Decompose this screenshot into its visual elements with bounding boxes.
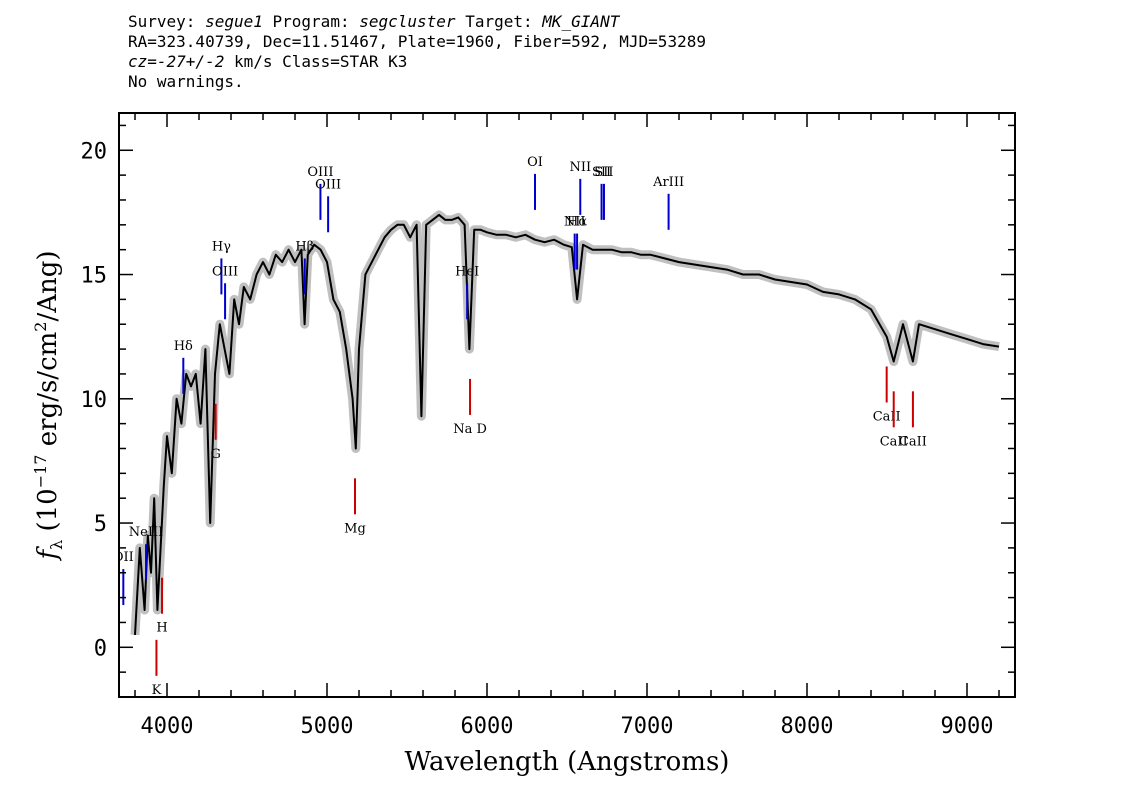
- line-label: G: [210, 447, 220, 462]
- line-label: NeIII: [129, 525, 163, 540]
- axis-ticks: 4000 5000 6000 7000 8000 9000 0 5 10 15 20: [81, 113, 1015, 739]
- line-label: Hγ: [212, 239, 231, 254]
- line-label: OIII: [307, 165, 333, 180]
- x-tick-label: 7000: [621, 714, 674, 739]
- survey-name: segue1: [205, 12, 263, 31]
- y-tick-label: 15: [81, 264, 108, 289]
- x-tick-label: 5000: [301, 714, 354, 739]
- line-label: HeI: [455, 264, 479, 279]
- line-label: Hδ: [174, 339, 193, 354]
- line-label: SII: [594, 165, 613, 180]
- line-label: Mg: [344, 521, 366, 536]
- flux-series: [134, 213, 1000, 635]
- redshift-value: cz=-27+/-2: [128, 52, 225, 71]
- line-label: CaII: [873, 409, 901, 424]
- line-label: SII: [592, 165, 611, 180]
- line-label: OIII: [212, 264, 238, 279]
- header-line-target: Survey: segue1 Program: segcluster Targe…: [128, 12, 620, 31]
- line-label: Hα: [567, 215, 587, 230]
- x-tick-label: 9000: [941, 714, 994, 739]
- x-tick-label: 4000: [141, 714, 194, 739]
- target-name: MK_GIANT: [542, 12, 620, 31]
- line-label: Na D: [453, 422, 487, 437]
- line-label: OII: [113, 550, 134, 565]
- y-tick-label: 5: [94, 512, 107, 537]
- line-label: NII: [569, 160, 591, 175]
- header-line-redshift: cz=-27+/-2 km/s Class=STAR K3: [128, 52, 408, 71]
- line-label: CaII: [899, 434, 927, 449]
- x-axis-title: Wavelength (Angstroms): [405, 747, 730, 777]
- header-line-coordinates: RA=323.40739, Dec=11.51467, Plate=1960, …: [128, 32, 706, 51]
- line-label: K: [152, 683, 162, 698]
- x-tick-label: 6000: [461, 714, 514, 739]
- error-band: [130, 210, 1000, 636]
- y-tick-label: 20: [81, 139, 108, 164]
- y-tick-label: 0: [94, 636, 107, 661]
- program-name: segcluster: [359, 12, 456, 31]
- x-tick-label: 8000: [781, 714, 834, 739]
- line-label: Hβ: [295, 239, 314, 254]
- line-label: ArIII: [652, 175, 684, 190]
- flux-line: [134, 213, 1000, 635]
- header-line-warnings: No warnings.: [128, 72, 244, 91]
- line-label: OIII: [315, 177, 341, 192]
- line-label: H: [156, 621, 167, 636]
- plot-frame: [118, 112, 1016, 698]
- line-label: OI: [527, 155, 543, 170]
- line-label: CaII: [880, 434, 908, 449]
- spectrum-header: Survey: segue1 Program: segcluster Targe…: [128, 12, 706, 92]
- line-label: NII: [564, 215, 586, 230]
- y-tick-label: 10: [81, 388, 108, 413]
- flux-error-band: [130, 210, 1000, 636]
- y-axis-title: fλ (10−17 erg/s/cm2/Ang): [31, 250, 66, 561]
